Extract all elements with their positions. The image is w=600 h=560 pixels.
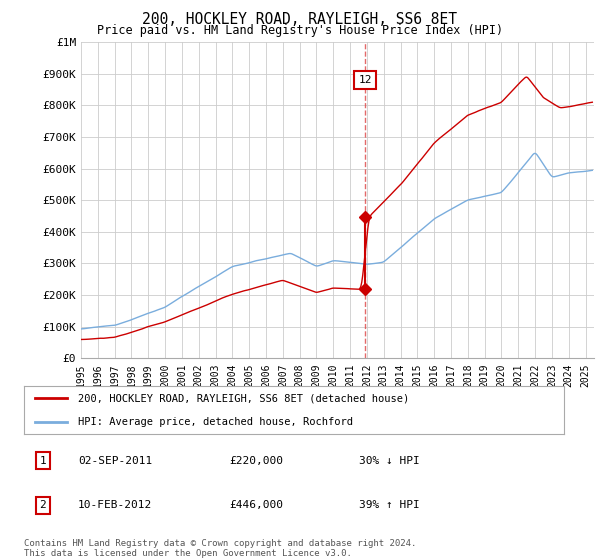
Text: 30% ↓ HPI: 30% ↓ HPI	[359, 456, 419, 465]
Text: 02-SEP-2011: 02-SEP-2011	[78, 456, 152, 465]
Text: Contains HM Land Registry data © Crown copyright and database right 2024.
This d: Contains HM Land Registry data © Crown c…	[24, 539, 416, 558]
Text: £220,000: £220,000	[229, 456, 283, 465]
Text: 200, HOCKLEY ROAD, RAYLEIGH, SS6 8ET (detached house): 200, HOCKLEY ROAD, RAYLEIGH, SS6 8ET (de…	[78, 393, 409, 403]
Text: 10-FEB-2012: 10-FEB-2012	[78, 501, 152, 510]
Text: HPI: Average price, detached house, Rochford: HPI: Average price, detached house, Roch…	[78, 417, 353, 427]
Text: 39% ↑ HPI: 39% ↑ HPI	[359, 501, 419, 510]
Text: 12: 12	[358, 75, 372, 85]
Text: Price paid vs. HM Land Registry's House Price Index (HPI): Price paid vs. HM Land Registry's House …	[97, 24, 503, 36]
Text: 2: 2	[40, 501, 46, 510]
Text: 200, HOCKLEY ROAD, RAYLEIGH, SS6 8ET: 200, HOCKLEY ROAD, RAYLEIGH, SS6 8ET	[143, 12, 458, 27]
Text: 1: 1	[40, 456, 46, 465]
Text: £446,000: £446,000	[229, 501, 283, 510]
